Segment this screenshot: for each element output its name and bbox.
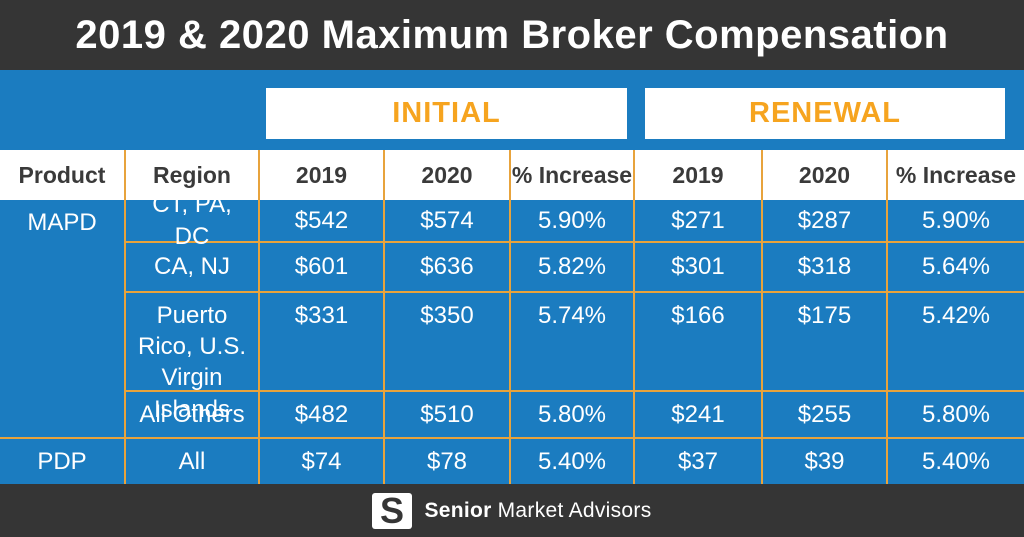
table-cell: 5.74%	[511, 293, 635, 392]
header-renewal-2019: 2019	[635, 150, 763, 200]
table-cell: All Others	[126, 392, 260, 439]
table-cell: 5.40%	[511, 439, 635, 484]
header-renewal-2020: 2020	[763, 150, 888, 200]
header-product: Product	[0, 150, 126, 200]
cell-product-pdp: PDP	[0, 439, 126, 484]
renewal-section-header: RENEWAL	[645, 88, 1005, 139]
table-cell: CA, NJ	[126, 243, 260, 293]
brand-name-regular: Market Advisors	[497, 498, 652, 522]
table-cell: $255	[763, 392, 888, 439]
table-cell: 5.80%	[888, 392, 1024, 439]
header-renewal-increase: % Increase	[895, 161, 1017, 188]
table-cell: $350	[385, 293, 511, 392]
table-cell: All	[126, 439, 260, 484]
table-cell: $39	[763, 439, 888, 484]
table-cell: $482	[260, 392, 385, 439]
table-cell: $74	[260, 439, 385, 484]
initial-section-header: INITIAL	[266, 88, 627, 139]
header-initial-2019: 2019	[260, 150, 385, 200]
title-bar: 2019 & 2020 Maximum Broker Compensation	[0, 0, 1024, 70]
table-cell: Puerto Rico, U.S. Virgin Islands	[126, 293, 260, 423]
table-cell: $601	[260, 243, 385, 293]
brand-name-bold: Senior	[424, 498, 492, 522]
table-cell: 5.42%	[888, 293, 1024, 392]
header-region: Region	[126, 150, 260, 200]
initial-label: INITIAL	[392, 97, 501, 129]
table-cell: $175	[763, 293, 888, 392]
renewal-label: RENEWAL	[749, 97, 901, 129]
brand-logo-letter: S	[380, 493, 404, 529]
table-cell: $318	[763, 243, 888, 293]
table-cell: $78	[385, 439, 511, 484]
table-cell: $636	[385, 243, 511, 293]
table-cell: $510	[385, 392, 511, 439]
table-cell: $166	[635, 293, 763, 392]
brand-name: Senior Market Advisors	[424, 499, 651, 523]
table-cell: 5.90%	[888, 200, 1024, 243]
table-cell: $37	[635, 439, 763, 484]
table-cell: 5.64%	[888, 243, 1024, 293]
table-cell: 5.90%	[511, 200, 635, 243]
table-body: MAPD CT, PA, DC $542 $574 5.90% $271 $28…	[0, 191, 1024, 484]
header-initial-increase: % Increase	[511, 150, 635, 200]
table-cell: CT, PA, DC	[126, 191, 260, 250]
table-cell: $574	[385, 200, 511, 243]
table-cell: $287	[763, 200, 888, 243]
footer: S Senior Market Advisors	[0, 484, 1024, 537]
table-cell: $542	[260, 200, 385, 243]
table-cell: $301	[635, 243, 763, 293]
cell-product-mapd: MAPD	[0, 200, 126, 439]
table-cell: $331	[260, 293, 385, 392]
header-initial-2020: 2020	[385, 150, 511, 200]
section-band: INITIAL RENEWAL	[0, 70, 1024, 150]
brand-logo-icon: S	[372, 492, 413, 529]
table-header-row: Product Region 2019 2020 % Increase 2019…	[0, 150, 1024, 200]
table-cell: 5.40%	[921, 447, 991, 475]
table-cell: $271	[635, 200, 763, 243]
table-cell: $241	[635, 392, 763, 439]
table-cell: 5.82%	[511, 243, 635, 293]
table-cell: 5.80%	[511, 392, 635, 439]
page-title: 2019 & 2020 Maximum Broker Compensation	[75, 12, 949, 57]
